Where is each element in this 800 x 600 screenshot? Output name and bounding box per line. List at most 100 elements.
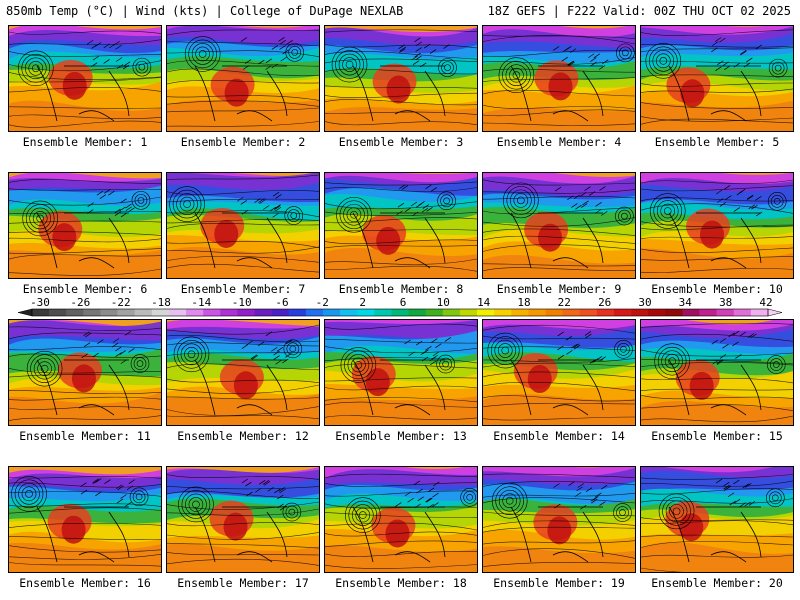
colorbar-tick-label: 26: [598, 297, 611, 309]
panel-caption: Ensemble Member: 18: [335, 576, 467, 590]
ensemble-panel: [640, 466, 794, 573]
colorbar-swatch: [425, 309, 444, 316]
colorbar-swatch: [168, 309, 187, 316]
ensemble-panel: [166, 172, 320, 279]
ensemble-panel: [8, 172, 162, 279]
panel-caption: Ensemble Member: 19: [493, 576, 625, 590]
colorbar-tick-label: 22: [558, 297, 571, 309]
colorbar-tick-label: 14: [477, 297, 491, 309]
panel-caption: Ensemble Member: 20: [651, 576, 783, 590]
ensemble-panel: [640, 172, 794, 279]
colorbar-swatch: [391, 309, 409, 316]
colorbar-swatch: [528, 309, 546, 316]
panel-caption: Ensemble Member: 5: [654, 135, 780, 149]
panel-caption: Ensemble Member: 2: [180, 135, 306, 149]
colorbar-swatch: [220, 309, 238, 316]
colorbar-tick-label: -2: [316, 297, 329, 309]
panel-caption: Ensemble Member: 3: [338, 135, 464, 149]
panel-caption: Ensemble Member: 13: [335, 429, 467, 443]
colorbar-swatch: [254, 309, 272, 316]
ensemble-panel: [8, 466, 162, 573]
run-valid-time: 18Z GEFS | F222 Valid: 00Z THU OCT 02 20…: [487, 4, 791, 18]
ensemble-panel: [166, 319, 320, 426]
ensemble-panel: [166, 25, 320, 132]
colorbar-tick-label: -14: [191, 297, 211, 309]
colorbar-swatch: [288, 309, 307, 316]
colorbar-swatch: [562, 309, 581, 316]
colorbar-swatch: [459, 309, 478, 316]
colorbar-tick-label: 30: [638, 297, 651, 309]
colorbar-swatch: [545, 309, 563, 316]
panel-caption: Ensemble Member: 14: [493, 429, 625, 443]
colorbar-swatch: [83, 309, 101, 316]
colorbar-tick-label: -10: [232, 297, 252, 309]
colorbar-swatch: [134, 309, 153, 316]
colorbar-swatch: [494, 309, 512, 316]
colorbar-swatch: [100, 309, 118, 316]
colorbar-tick-label: -18: [151, 297, 171, 309]
panel-caption: Ensemble Member: 7: [180, 282, 306, 296]
colorbar-tick-label: 34: [679, 297, 693, 309]
ensemble-panel: [324, 172, 478, 279]
colorbar-tick-label: -30: [30, 297, 50, 309]
ensemble-panel: [482, 172, 636, 279]
colorbar-swatch: [682, 309, 700, 316]
colorbar-swatch: [511, 309, 529, 316]
colorbar-swatch: [322, 309, 341, 316]
ensemble-panel: [482, 466, 636, 573]
ensemble-panel: [640, 319, 794, 426]
ensemble-panel: [324, 319, 478, 426]
ensemble-panel: [640, 25, 794, 132]
colorbar-tick-label: -26: [70, 297, 90, 309]
colorbar-tick-label: 18: [517, 297, 530, 309]
colorbar-tick-label: -6: [275, 297, 288, 309]
colorbar-tick-label: 42: [759, 297, 772, 309]
colorbar-tick-label: 6: [400, 297, 407, 309]
colorbar-tick-label: 38: [719, 297, 732, 309]
ensemble-panel: [166, 466, 320, 573]
colorbar-swatch: [203, 309, 221, 316]
colorbar-swatch: [665, 309, 683, 316]
colorbar-swatch: [613, 309, 632, 316]
colorbar-min-arrow: [17, 308, 33, 317]
colorbar-swatch: [579, 309, 598, 316]
colorbar-swatch: [66, 309, 84, 316]
colorbar-swatch: [374, 309, 392, 316]
ensemble-panel: [482, 319, 636, 426]
colorbar-max-arrow: [767, 308, 783, 317]
colorbar-swatch: [271, 309, 290, 316]
panel-caption: Ensemble Member: 1: [22, 135, 148, 149]
panel-caption: Ensemble Member: 8: [338, 282, 464, 296]
ensemble-panel: [482, 25, 636, 132]
panel-caption: Ensemble Member: 17: [177, 576, 309, 590]
panel-caption: Ensemble Member: 10: [651, 282, 783, 296]
colorbar-swatch: [186, 309, 204, 316]
colorbar-swatch: [151, 309, 170, 316]
colorbar-swatch: [631, 309, 649, 316]
ensemble-panel: [324, 25, 478, 132]
panel-caption: Ensemble Member: 16: [19, 576, 151, 590]
temperature-colorbar: -30 -26 -22 -18 -14 -10 -6 -2 2 6 10 14 18 22 26 30 34 38…: [17, 297, 783, 317]
ensemble-panel: [324, 466, 478, 573]
colorbar-swatch: [32, 309, 50, 316]
map-title: 850mb Temp (°C) | Wind (kts) | College o…: [6, 4, 404, 18]
colorbar-swatch: [750, 309, 769, 316]
colorbar-swatch: [408, 309, 426, 316]
colorbar-swatch: [305, 309, 324, 316]
colorbar-swatch: [357, 309, 375, 316]
colorbar-tick-label: 10: [437, 297, 450, 309]
ensemble-panel: [8, 25, 162, 132]
panel-caption: Ensemble Member: 9: [496, 282, 622, 296]
colorbar-swatch: [340, 309, 358, 316]
colorbar-swatch: [699, 309, 717, 316]
colorbar-swatch: [596, 309, 615, 316]
colorbar-swatch: [442, 309, 461, 316]
colorbar-tick-label: 2: [359, 297, 366, 309]
colorbar-swatch: [237, 309, 255, 316]
panel-caption: Ensemble Member: 6: [22, 282, 148, 296]
panel-caption: Ensemble Member: 11: [19, 429, 151, 443]
panel-caption: Ensemble Member: 4: [496, 135, 622, 149]
colorbar-swatch: [49, 309, 67, 316]
colorbar-tick-label: -22: [111, 297, 131, 309]
panel-caption: Ensemble Member: 15: [651, 429, 783, 443]
